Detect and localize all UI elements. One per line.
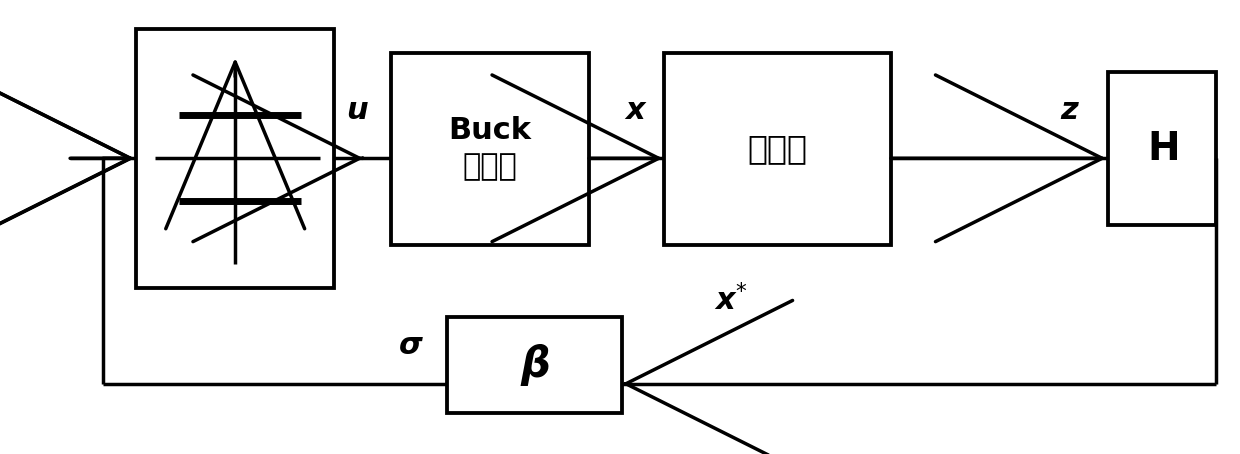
Text: $\mathbf{H}$: $\mathbf{H}$ (1147, 130, 1178, 168)
Bar (1107, 72, 1216, 226)
Bar (136, 29, 335, 288)
Bar (448, 316, 622, 413)
Text: $\boldsymbol{\beta}$: $\boldsymbol{\beta}$ (520, 341, 549, 388)
Text: $\boldsymbol{x}$: $\boldsymbol{x}$ (624, 96, 649, 125)
Bar (665, 53, 890, 245)
Text: 传感器: 传感器 (748, 132, 807, 165)
Text: $\boldsymbol{u}$: $\boldsymbol{u}$ (346, 96, 370, 125)
Text: $\boldsymbol{x}^{*}$: $\boldsymbol{x}^{*}$ (714, 284, 748, 316)
Text: Buck
变换器: Buck 变换器 (449, 116, 532, 181)
Text: $\boldsymbol{\sigma}$: $\boldsymbol{\sigma}$ (398, 331, 424, 360)
Text: $\boldsymbol{z}$: $\boldsymbol{z}$ (1060, 96, 1080, 125)
Bar (391, 53, 589, 245)
